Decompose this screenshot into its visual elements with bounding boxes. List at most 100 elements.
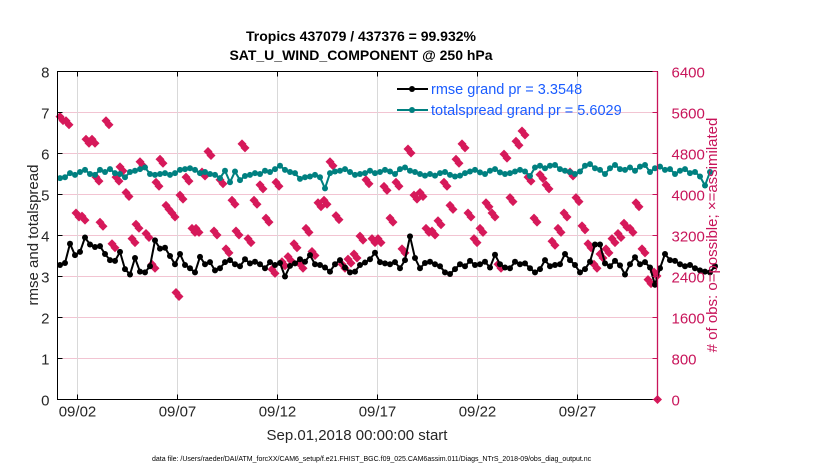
- totalspread-point: [587, 161, 593, 168]
- obs-assimilated-marker: [556, 227, 566, 237]
- totalspread-point: [692, 168, 698, 175]
- totalspread-point: [552, 161, 558, 168]
- obs-assimilated-marker: [466, 212, 476, 222]
- totalspread-point: [167, 171, 173, 178]
- right-y-tick-label: 6400: [672, 65, 705, 82]
- rmse-point: [272, 262, 278, 269]
- obs-assimilated-marker: [610, 238, 620, 248]
- obs-assimilated-marker: [322, 199, 332, 209]
- obs-assimilated-marker: [448, 204, 458, 214]
- rmse-point: [132, 255, 138, 262]
- obs-assimilated-marker: [298, 263, 308, 273]
- rmse-point: [672, 257, 678, 264]
- totalspread-point: [622, 166, 628, 173]
- obs-assimilated-marker: [478, 227, 488, 237]
- rmse-point: [312, 261, 318, 268]
- y-tick-label: 3: [41, 270, 49, 287]
- totalspread-point: [72, 171, 78, 178]
- rmse-point: [472, 262, 478, 269]
- rmse-point: [537, 266, 543, 273]
- x-tick-label: 09/02: [59, 404, 97, 421]
- rmse-point: [702, 268, 708, 275]
- totalspread-point: [707, 168, 713, 175]
- totalspread-point: [642, 161, 648, 168]
- totalspread-point: [542, 165, 548, 172]
- right-y-axis-ticks: 0 800 1600 2400 3200 4000 4800 5600 6400: [652, 65, 705, 410]
- y-tick-label: 5: [41, 188, 49, 205]
- totalspread-point: [287, 168, 293, 175]
- totalspread-point: [637, 163, 643, 170]
- rmse-point: [587, 258, 593, 265]
- totalspread-point: [597, 166, 603, 173]
- obs-assimilated-marker: [310, 250, 320, 260]
- totalspread-point: [122, 174, 128, 181]
- totalspread-point: [237, 177, 243, 184]
- totalspread-point: [537, 162, 543, 169]
- rmse-point: [332, 261, 338, 268]
- totalspread-point: [452, 173, 458, 180]
- totalspread-point: [437, 170, 443, 177]
- totalspread-point: [517, 166, 523, 173]
- y-tick-label: 0: [41, 393, 49, 410]
- obs-assimilated-marker: [544, 184, 554, 194]
- gridlines: [57, 71, 658, 400]
- totalspread-point: [547, 162, 553, 169]
- obs-assimilated-marker: [406, 148, 416, 158]
- rmse-point: [57, 262, 63, 269]
- x-axis-label: Sep.01,2018 00:00:00 start: [267, 427, 449, 444]
- rmse-point: [247, 260, 253, 267]
- totalspread-point: [392, 171, 398, 177]
- obs-assimilated-marker: [526, 176, 536, 186]
- rmse-point: [142, 269, 148, 276]
- obs-count-markers: [55, 112, 662, 404]
- totalspread-point: [562, 167, 568, 174]
- obs-assimilated-marker: [538, 174, 548, 184]
- rmse-point: [697, 267, 703, 274]
- obs-assimilated-marker: [134, 223, 144, 233]
- obs-assimilated-marker: [178, 194, 188, 204]
- obs-assimilated-marker: [352, 253, 362, 263]
- rmse-point: [277, 259, 283, 266]
- totalspread-point: [532, 164, 538, 171]
- totalspread-point: [582, 162, 588, 169]
- rmse-point: [692, 265, 698, 272]
- totalspread-point: [497, 169, 503, 176]
- obs-assimilated-marker: [490, 212, 500, 222]
- rmse-point: [252, 258, 258, 265]
- totalspread-point: [422, 172, 428, 179]
- x-tick-label: 09/22: [459, 404, 497, 421]
- obs-assimilated-marker: [436, 220, 446, 230]
- totalspread-point: [67, 170, 73, 177]
- totalspread-point: [407, 167, 413, 174]
- totalspread-point: [307, 173, 313, 180]
- obs-assimilated-marker: [454, 158, 464, 168]
- totalspread-point: [187, 165, 193, 172]
- totalspread-point: [657, 163, 663, 170]
- totalspread-point: [82, 166, 88, 173]
- y-tick-label: 2: [41, 311, 49, 328]
- totalspread-point: [87, 171, 93, 177]
- rmse-point: [232, 261, 238, 268]
- totalspread-point: [62, 174, 68, 181]
- totalspread-point: [207, 171, 213, 177]
- x-tick-label: 09/07: [159, 404, 197, 421]
- totalspread-point: [607, 165, 613, 172]
- rmse-point: [322, 264, 328, 271]
- rmse-point: [607, 263, 613, 270]
- rmse-point: [122, 266, 128, 273]
- right-y-tick-label: 800: [672, 352, 697, 369]
- totalspread-point: [197, 170, 203, 177]
- rmse-point: [662, 250, 668, 257]
- rmse-point: [377, 259, 383, 266]
- obs-assimilated-marker: [94, 176, 104, 186]
- obs-assimilated-marker: [394, 181, 404, 191]
- rmse-point: [577, 269, 583, 276]
- totalspread-point: [242, 173, 248, 180]
- totalspread-point: [602, 171, 608, 177]
- rmse-point: [567, 257, 573, 264]
- totalspread-point: [652, 165, 658, 172]
- totalspread-point: [282, 166, 288, 173]
- rmse-point: [72, 252, 78, 259]
- rmse-point: [107, 257, 113, 264]
- totalspread-point: [147, 171, 153, 177]
